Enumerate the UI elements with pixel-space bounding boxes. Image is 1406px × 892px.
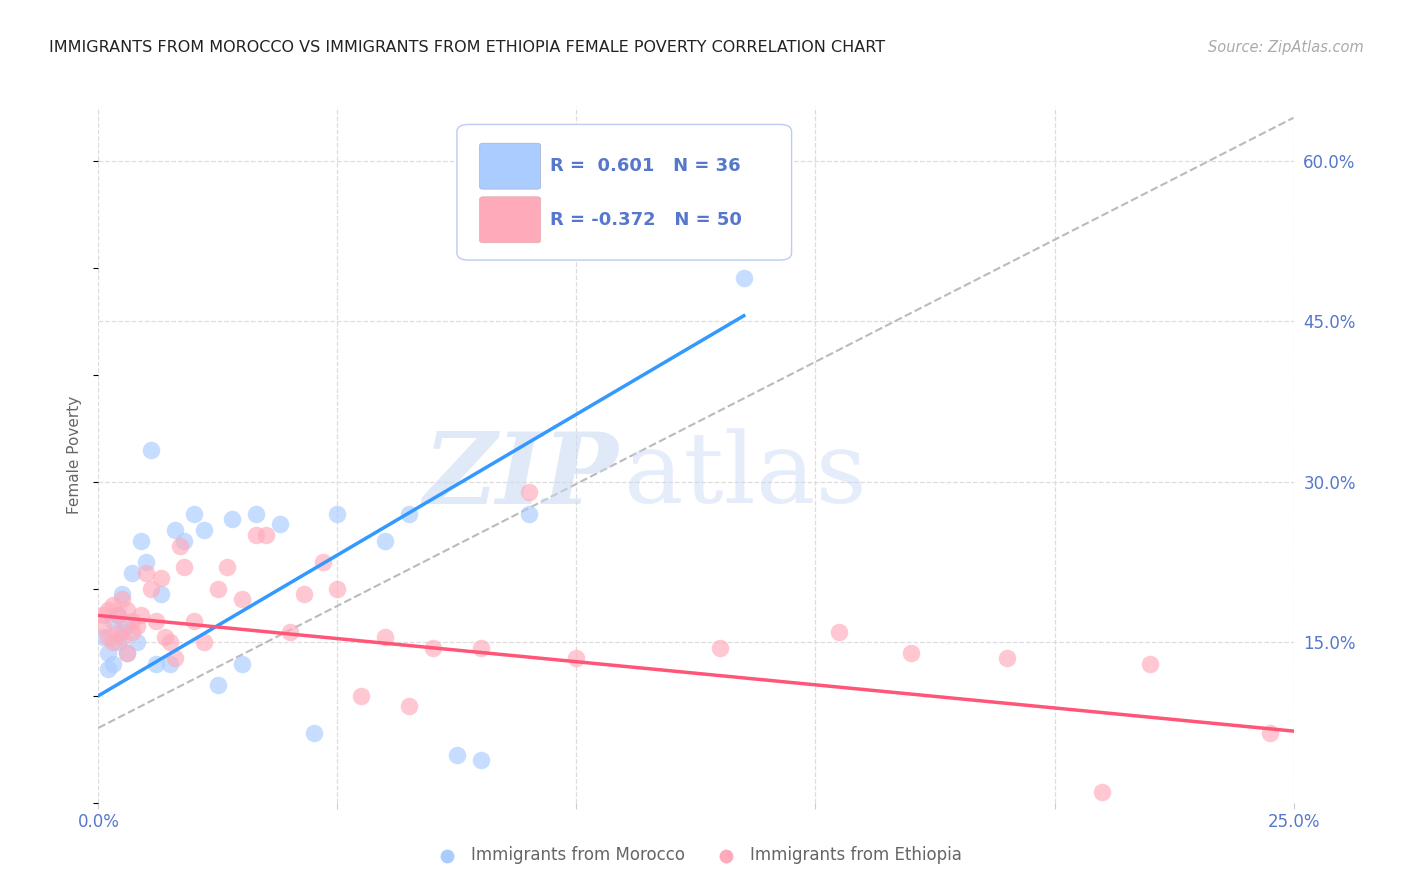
Point	[183, 507, 205, 521]
Point	[326, 582, 349, 596]
Point	[173, 560, 195, 574]
Point	[145, 657, 167, 671]
Point	[470, 640, 492, 655]
Point	[254, 528, 277, 542]
Point	[995, 651, 1018, 665]
Point	[101, 657, 124, 671]
Point	[1139, 657, 1161, 671]
Point	[422, 640, 444, 655]
Point	[121, 566, 143, 580]
Point	[709, 640, 731, 655]
Point	[149, 587, 172, 601]
Point	[91, 630, 114, 644]
Point	[139, 442, 162, 457]
Text: R = -0.372   N = 50: R = -0.372 N = 50	[550, 211, 742, 228]
Point	[111, 624, 134, 639]
Point	[125, 635, 148, 649]
Point	[139, 582, 162, 596]
Point	[374, 533, 396, 548]
Point	[517, 485, 540, 500]
Point	[169, 539, 191, 553]
Point	[245, 507, 267, 521]
Point	[131, 533, 153, 548]
Point	[115, 619, 138, 633]
Point	[111, 630, 134, 644]
Point	[565, 651, 588, 665]
Text: ZIP: ZIP	[423, 427, 619, 524]
Text: Source: ZipAtlas.com: Source: ZipAtlas.com	[1208, 40, 1364, 55]
Point	[446, 747, 468, 762]
Point	[115, 646, 138, 660]
Point	[733, 271, 755, 285]
Legend: Immigrants from Morocco, Immigrants from Ethiopia: Immigrants from Morocco, Immigrants from…	[423, 839, 969, 871]
Point	[97, 630, 120, 644]
Point	[121, 624, 143, 639]
Point	[101, 635, 124, 649]
Point	[107, 608, 129, 623]
Point	[302, 726, 325, 740]
Point	[1091, 785, 1114, 799]
Point	[115, 646, 138, 660]
Point	[107, 624, 129, 639]
Point	[159, 635, 181, 649]
Point	[107, 608, 129, 623]
Point	[231, 657, 253, 671]
Point	[111, 587, 134, 601]
Point	[828, 624, 851, 639]
FancyBboxPatch shape	[457, 124, 792, 260]
Point	[101, 598, 124, 612]
Point	[312, 555, 335, 569]
Point	[398, 507, 420, 521]
Point	[470, 753, 492, 767]
Point	[115, 603, 138, 617]
Point	[350, 689, 373, 703]
Point	[326, 507, 349, 521]
Point	[183, 614, 205, 628]
FancyBboxPatch shape	[479, 197, 541, 243]
Point	[1258, 726, 1281, 740]
Point	[135, 566, 157, 580]
Point	[374, 630, 396, 644]
Point	[163, 523, 186, 537]
Point	[269, 517, 291, 532]
Point	[107, 635, 129, 649]
Point	[149, 571, 172, 585]
Point	[278, 624, 301, 639]
Point	[217, 560, 239, 574]
Point	[97, 603, 120, 617]
Point	[97, 662, 120, 676]
Point	[398, 699, 420, 714]
Point	[145, 614, 167, 628]
Point	[97, 646, 120, 660]
Point	[292, 587, 315, 601]
Point	[517, 507, 540, 521]
Point	[125, 619, 148, 633]
Point	[231, 592, 253, 607]
Point	[111, 592, 134, 607]
Point	[900, 646, 922, 660]
Point	[207, 582, 229, 596]
Text: atlas: atlas	[624, 428, 868, 524]
Point	[155, 630, 177, 644]
Text: R =  0.601   N = 36: R = 0.601 N = 36	[550, 157, 741, 175]
Point	[91, 619, 114, 633]
Point	[135, 555, 157, 569]
Point	[173, 533, 195, 548]
Point	[207, 678, 229, 692]
Point	[159, 657, 181, 671]
Point	[245, 528, 267, 542]
FancyBboxPatch shape	[479, 144, 541, 189]
Y-axis label: Female Poverty: Female Poverty	[67, 396, 83, 514]
Point	[131, 608, 153, 623]
Point	[221, 512, 243, 526]
Point	[121, 614, 143, 628]
Point	[101, 614, 124, 628]
Point	[193, 523, 215, 537]
Point	[163, 651, 186, 665]
Text: IMMIGRANTS FROM MOROCCO VS IMMIGRANTS FROM ETHIOPIA FEMALE POVERTY CORRELATION C: IMMIGRANTS FROM MOROCCO VS IMMIGRANTS FR…	[49, 40, 886, 55]
Point	[193, 635, 215, 649]
Point	[91, 608, 114, 623]
